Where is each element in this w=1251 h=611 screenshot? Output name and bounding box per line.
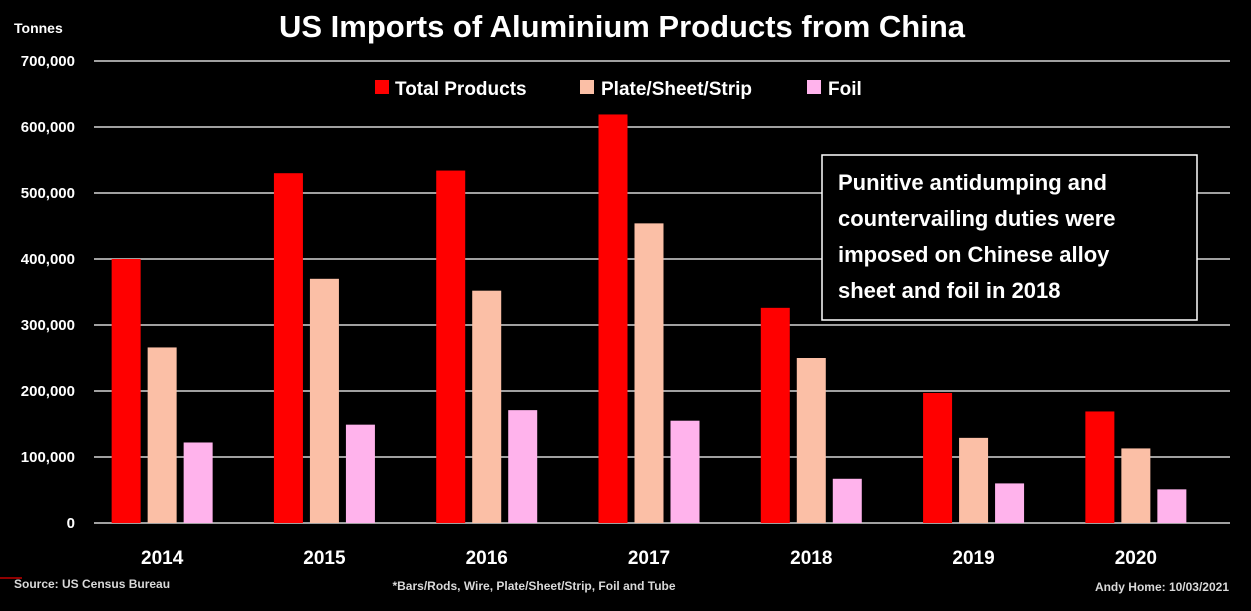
annotation-line: imposed on Chinese alloy [838, 242, 1110, 267]
legend-swatch-total-products [375, 80, 389, 94]
y-tick-label: 100,000 [21, 449, 75, 466]
bar-total-products-2019 [923, 392, 953, 523]
annotation-box: Punitive antidumping and countervailing … [821, 154, 1198, 321]
annotation-line: sheet and foil in 2018 [838, 278, 1061, 303]
chart-title: US Imports of Aluminium Products from Ch… [279, 9, 966, 44]
x-tick-label: 2015 [303, 548, 346, 569]
y-axis-ticks: 0 100,000 200,000 300,000 400,000 500,000 600,… [21, 53, 75, 532]
bar-foil-2020 [1157, 489, 1187, 523]
bar-plate-sheet-strip-2015 [309, 278, 339, 523]
x-tick-label: 2016 [466, 548, 508, 569]
bar-total-products-2018 [760, 307, 790, 523]
legend-label-foil: Foil [828, 79, 862, 100]
y-tick-label: 0 [67, 515, 75, 532]
x-axis-ticks: 2014 2015 2016 2017 2018 2019 2020 [141, 548, 1157, 569]
bar-plate-sheet-strip-2016 [472, 290, 502, 523]
x-tick-label: 2017 [628, 548, 670, 569]
x-tick-label: 2019 [952, 548, 994, 569]
bar-plate-sheet-strip-2014 [147, 347, 177, 523]
x-tick-label: 2014 [141, 548, 184, 569]
y-tick-label: 400,000 [21, 251, 75, 268]
bar-total-products-2016 [436, 170, 466, 523]
y-tick-label: 300,000 [21, 317, 75, 334]
bar-foil-2014 [183, 442, 213, 523]
legend: Total Products Plate/Sheet/Strip Foil [375, 79, 862, 100]
bars [111, 114, 1187, 524]
bar-plate-sheet-strip-2019 [959, 437, 989, 523]
bar-plate-sheet-strip-2020 [1121, 448, 1151, 523]
bar-foil-2017 [670, 420, 700, 523]
annotation-line: Punitive antidumping and [838, 170, 1107, 195]
legend-label-total-products: Total Products [395, 79, 527, 100]
y-tick-label: 500,000 [21, 185, 75, 202]
x-tick-label: 2020 [1115, 548, 1157, 569]
author-date: Andy Home: 10/03/2021 [1095, 580, 1229, 594]
annotation-line: countervailing duties were [838, 206, 1116, 231]
legend-swatch-plate-sheet-strip [580, 80, 594, 94]
y-tick-label: 200,000 [21, 383, 75, 400]
y-tick-label: 700,000 [21, 53, 75, 70]
source-note: Source: US Census Bureau [14, 577, 170, 591]
bar-foil-2016 [508, 410, 538, 523]
y-tick-label: 600,000 [21, 119, 75, 136]
annotation-frame [821, 154, 1198, 321]
bar-foil-2018 [832, 478, 862, 523]
x-tick-label: 2018 [790, 548, 832, 569]
bar-total-products-2017 [598, 114, 628, 524]
bar-plate-sheet-strip-2017 [634, 223, 664, 524]
bar-plate-sheet-strip-2018 [796, 358, 826, 523]
bar-total-products-2020 [1085, 411, 1115, 523]
legend-label-plate-sheet-strip: Plate/Sheet/Strip [601, 79, 752, 100]
footnote: *Bars/Rods, Wire, Plate/Sheet/Strip, Foi… [392, 579, 675, 593]
legend-swatch-foil [807, 80, 821, 94]
bar-foil-2015 [345, 424, 375, 523]
bar-total-products-2015 [273, 173, 303, 523]
bar-foil-2019 [995, 483, 1025, 523]
bar-total-products-2014 [111, 259, 141, 523]
y-axis-unit-label: Tonnes [14, 20, 63, 36]
